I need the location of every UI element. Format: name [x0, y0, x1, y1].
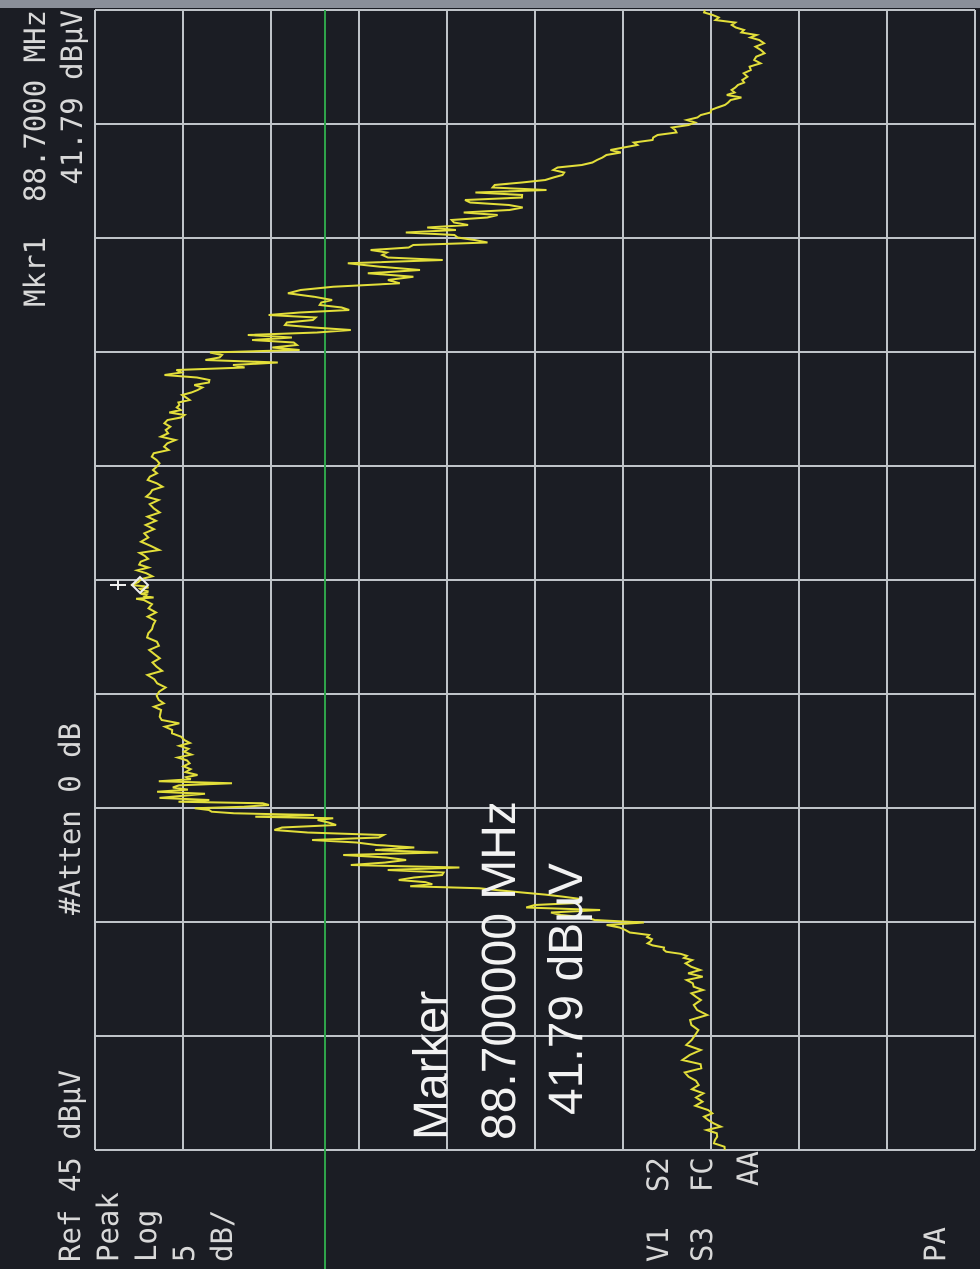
preamp: PA: [918, 1227, 952, 1262]
trace-status: V1 S2: [641, 1157, 675, 1262]
marker-box-level: 41.79 dBµV: [540, 863, 593, 1115]
marker-level: 41.79 dBµV: [55, 10, 89, 185]
marker-box-frequency: 88.700000 MHz: [473, 801, 526, 1140]
trace: [130, 9, 767, 1151]
attenuation: #Atten 0 dB: [53, 723, 87, 915]
trace-status: S3 FC: [685, 1157, 719, 1262]
scale-type: Log: [129, 1210, 163, 1262]
marker-frequency: Mkr1 88.7000 MHz: [18, 10, 52, 307]
graticule: [94, 9, 976, 1151]
scale-unit: dB/: [205, 1210, 239, 1262]
marker-title: Marker: [405, 991, 458, 1140]
ref-level: Ref 45 dBµV: [53, 1070, 87, 1262]
trace-status: AA: [731, 1151, 765, 1186]
marker-symbol: [110, 575, 150, 595]
scale-value: 5: [167, 1245, 201, 1262]
top-edge: [0, 0, 980, 8]
detector: Peak: [91, 1192, 125, 1262]
